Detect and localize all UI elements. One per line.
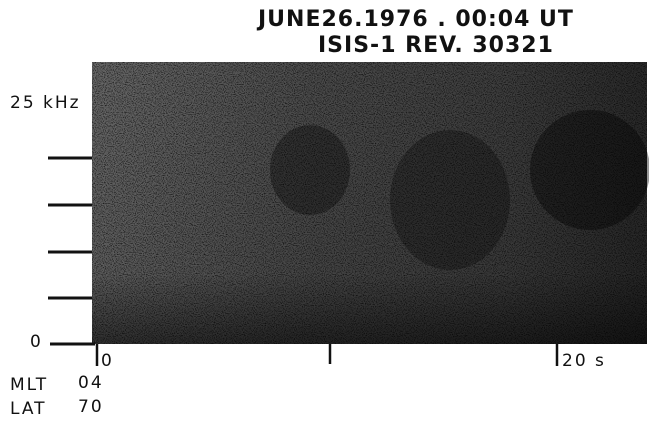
x-ticks [95,344,559,366]
x-axis-label: 1 [327,349,340,369]
footer-value: 04 [78,373,104,393]
footer-label: LAT [10,399,47,419]
y-ticks [48,156,95,346]
x-axis-label: 0 [101,351,114,371]
header-line: JUNE26.1976 . 00:04 UT [256,7,574,32]
x-axis-label: 20 s [562,351,606,371]
spectrogram [92,62,649,344]
header-line: ISIS-1 REV. 30321 [318,33,554,58]
footer-label: MLT [10,375,48,395]
y-axis-label: 25 kHz [10,93,81,113]
y-axis-label: 0 [30,332,43,352]
footer-value: 70 [78,397,104,417]
